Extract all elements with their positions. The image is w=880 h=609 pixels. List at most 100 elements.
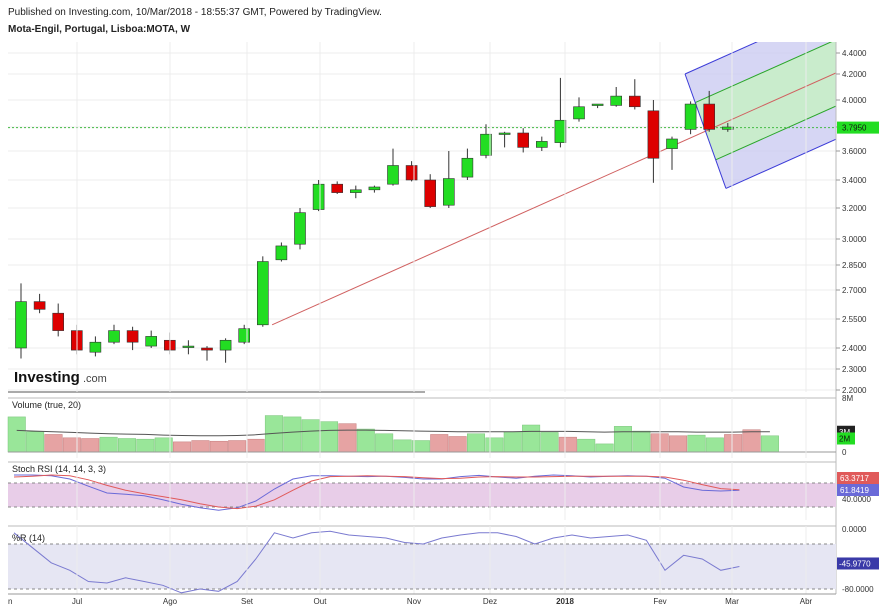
volume-bar: [687, 434, 706, 453]
stoch-rsi-d-line: [13, 474, 740, 510]
stoch-rsi-band: [8, 483, 836, 507]
time-axis-label: Dez: [483, 597, 497, 606]
volume-bar: [320, 421, 339, 453]
volume-bar: [503, 431, 522, 453]
volume-bar: [705, 437, 724, 453]
time-axis-label: Out: [314, 597, 328, 606]
volume-bar: [246, 438, 265, 453]
price-axis-label: 2.3000: [842, 365, 867, 374]
current-price-badge: [837, 121, 879, 134]
candle-body: [442, 178, 455, 206]
volume-bar: [283, 416, 302, 453]
price-axis-label: 2.8500: [842, 261, 867, 270]
price-axis-label: 3.2000: [842, 204, 867, 213]
stoch-rsi-d-value: 63.3717: [840, 474, 869, 483]
candle-body: [238, 328, 250, 343]
stoch-rsi-title: Stoch RSI (14, 14, 3, 3): [12, 464, 106, 474]
williams-r-axis-label: -80.0000: [842, 585, 874, 594]
volume-bar: [375, 433, 394, 453]
chart-symbol-title: Mota-Engil, Portugal, Lisboa:MOTA, W: [8, 24, 191, 35]
candle-body: [52, 312, 65, 331]
volume-bar: [430, 434, 449, 453]
pitchfork-handle-line: [684, 73, 727, 189]
volume-bar: [577, 438, 596, 453]
volume-bar: [191, 440, 210, 453]
volume-bar: [595, 443, 614, 453]
price-axis-label: 3.4000: [842, 176, 867, 185]
price-pane: 4.40004.20004.00003.80003.60003.40003.20…: [8, 42, 879, 594]
volume-bar: [760, 435, 779, 453]
candle-body: [349, 189, 362, 193]
candle-body: [703, 103, 716, 130]
price-axis-label: 2.5500: [842, 315, 867, 324]
volume-bar: [209, 440, 228, 453]
williams-r-axis-label: 0.0000: [842, 525, 867, 534]
time-axis: n Jul Ago Set Out Nov Dez 2018 Fev Mar Abr: [8, 42, 836, 606]
price-axis-label: 4.4000: [842, 49, 867, 58]
volume-bar: [632, 430, 651, 453]
investing-logo: Investing: [14, 369, 80, 386]
pitchfork: [271, 42, 836, 326]
volume-bar: [117, 438, 136, 453]
volume-bar: [669, 435, 688, 453]
candle-body: [294, 212, 306, 245]
candle-body: [312, 183, 325, 210]
candle-body: [610, 95, 623, 106]
volume-bar: [540, 432, 559, 453]
candle-body: [461, 157, 474, 178]
price-axis-label: 4.0000: [842, 96, 867, 105]
price-axis-label: 3.0000: [842, 235, 867, 244]
volume-axis-label: 0: [842, 448, 847, 457]
candle-body: [628, 95, 641, 108]
candle-body: [331, 183, 344, 193]
price-axis-label: 2.4000: [842, 344, 867, 353]
published-caption: Published on Investing.com, 10/Mar/2018 …: [8, 7, 382, 18]
price-axis-label: 2.7000: [842, 286, 867, 295]
price-axis-label: 4.2000: [842, 70, 867, 79]
volume-bar: [558, 436, 577, 453]
candle-body: [182, 345, 195, 348]
candle-body: [275, 245, 288, 261]
time-axis-label: 2018: [556, 597, 574, 606]
candle-body: [126, 330, 139, 343]
volume-bar: [26, 431, 45, 453]
candle-body: [201, 347, 213, 351]
candle-body: [721, 126, 734, 130]
current-price-label: 3.7950: [842, 124, 867, 133]
candle-body: [108, 330, 120, 343]
candle-body: [424, 179, 437, 207]
volume-bar: [99, 436, 118, 453]
volume-bar: [485, 437, 504, 453]
time-axis-label: Mar: [725, 597, 739, 606]
volume-bar: [301, 419, 320, 453]
candle-body: [573, 106, 585, 120]
volume-bar: [448, 436, 467, 453]
volume-bar: [356, 428, 375, 453]
volume-bar: [411, 440, 430, 453]
volume-title: Volume (true, 20): [12, 400, 81, 410]
candle-body: [256, 261, 269, 326]
volume-bar: [393, 439, 412, 453]
volume-bar: [522, 424, 541, 453]
candle-body: [145, 336, 157, 347]
candle-body: [89, 341, 102, 353]
volume-badge-2m: [837, 432, 855, 445]
volume-moving-average: [16, 429, 770, 437]
stoch-rsi-axis-label: 40.0000: [842, 495, 871, 504]
investing-logo-suffix: .com: [83, 373, 107, 385]
volume-bar: [613, 426, 632, 453]
candle-body: [554, 119, 567, 143]
candle-body: [647, 110, 660, 159]
candle-body: [368, 186, 381, 191]
pitchfork-median-line: [271, 72, 836, 326]
williams-r-badge: [837, 557, 879, 570]
candle-body: [15, 301, 27, 349]
volume-bar: [338, 423, 357, 453]
volume-axis-label: 2M: [839, 435, 850, 444]
volume-bar: [62, 437, 81, 453]
stoch-rsi-k-badge: [837, 484, 879, 496]
candle-body: [480, 133, 492, 156]
volume-bar: [724, 434, 743, 453]
